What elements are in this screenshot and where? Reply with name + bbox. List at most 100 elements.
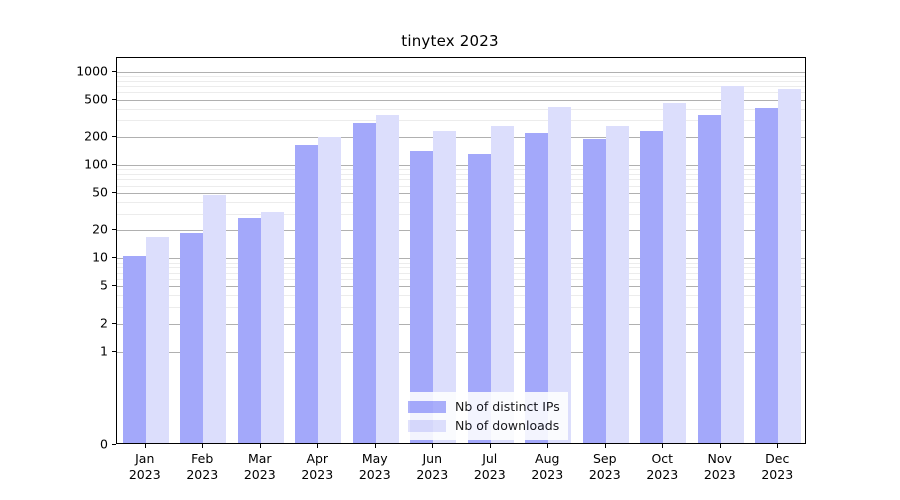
x-axis-tick-year: 2023 (416, 467, 449, 482)
x-axis-tick-month: Aug (535, 451, 560, 466)
y-axis-tick-mark (112, 163, 116, 165)
bar-downloads (433, 131, 457, 443)
bar-series-layer (117, 58, 805, 443)
legend-swatch-icon (408, 419, 446, 432)
gridline-major (117, 137, 805, 138)
x-axis-tick-label: Sep 2023 (589, 451, 621, 483)
gridline-major (117, 72, 805, 73)
x-axis-tick-mark (375, 444, 376, 448)
gridline-minor (117, 267, 805, 268)
y-axis-tick-label: 200 (84, 128, 108, 144)
gridline-major (117, 165, 805, 166)
y-axis-tick-label: 5 (100, 277, 108, 293)
x-axis-tick-label: Feb 2023 (186, 451, 218, 483)
bar-distinct-ips (467, 153, 491, 443)
x-axis-tick-year: 2023 (243, 467, 276, 482)
legend-label: Nb of downloads (455, 418, 560, 433)
x-axis-tick-year: 2023 (358, 467, 391, 482)
gridline-minor (117, 81, 805, 82)
x-axis-tick-mark (317, 444, 318, 448)
x-axis-tick-year: 2023 (703, 467, 736, 482)
bar-distinct-ips (180, 232, 204, 443)
x-axis-tick-label: Jul 2023 (474, 451, 506, 483)
gridline-minor (117, 279, 805, 280)
bar-downloads (260, 211, 284, 443)
y-axis-tick-labels: 0 1 2 5 10 20 50 100 200 500 1000 (52, 57, 108, 451)
y-axis-tick-mark (112, 70, 116, 72)
bar-downloads (490, 125, 514, 443)
gridline-major (117, 230, 805, 231)
bar-downloads (318, 136, 342, 443)
legend-label: Nb of distinct IPs (455, 399, 560, 414)
bar-distinct-ips (640, 131, 664, 443)
x-axis-tick-label: Jan 2023 (129, 451, 161, 483)
y-axis-tick-mark (112, 285, 116, 287)
x-axis-tick-month: Oct (651, 451, 674, 466)
x-axis-tick-mark (202, 444, 203, 448)
gridline-major (117, 352, 805, 353)
y-axis-tick-label: 2 (100, 315, 108, 331)
x-axis-tick-mark (777, 444, 778, 448)
x-axis-tick-year: 2023 (186, 467, 219, 482)
bar-downloads (145, 237, 169, 443)
y-axis-tick-mark (112, 229, 116, 231)
gridline-minor (117, 307, 805, 308)
x-axis-tick-year: 2023 (588, 467, 621, 482)
x-axis-tick-mark (260, 444, 261, 448)
gridline-minor (117, 273, 805, 274)
bar-downloads (605, 125, 629, 443)
y-axis-tick-label: 50 (92, 184, 108, 200)
x-axis-tick-year: 2023 (646, 467, 679, 482)
gridline-minor (117, 174, 805, 175)
y-axis-tick-label: 20 (92, 221, 108, 237)
x-axis-tick-month: Dec (765, 451, 790, 466)
y-axis-tick-mark (112, 192, 116, 194)
legend-swatch-icon (408, 400, 446, 413)
gridline-major (117, 258, 805, 259)
x-axis-tick-month: Mar (247, 451, 272, 466)
bar-distinct-ips (410, 150, 434, 443)
y-axis-tick-mark (112, 350, 116, 352)
x-axis-tick-label: Jun 2023 (416, 451, 448, 483)
x-axis-tick-label: Mar 2023 (244, 451, 276, 483)
x-axis-tick-year: 2023 (128, 467, 161, 482)
gridline-major (117, 100, 805, 101)
y-axis-tick-label: 1000 (76, 63, 108, 79)
x-axis-tick-month: Apr (306, 451, 329, 466)
y-axis-tick-mark (112, 257, 116, 259)
gridline-minor (117, 92, 805, 93)
chart-legend: Nb of distinct IPs Nb of downloads (401, 392, 568, 440)
x-axis-tick-month: Jun (422, 451, 443, 466)
x-axis-tick-month: May (361, 451, 388, 466)
x-axis-tick-mark (662, 444, 663, 448)
chart-title: tinytex 2023 (401, 32, 499, 50)
x-axis-tick-label: Aug 2023 (531, 451, 563, 483)
y-axis-tick-mark (112, 444, 116, 445)
y-axis-tick-mark (112, 322, 116, 324)
legend-item: Nb of downloads (408, 416, 560, 435)
gridline-minor (117, 202, 805, 203)
y-axis-tick-label: 500 (84, 91, 108, 107)
gridline-minor (117, 109, 805, 110)
x-axis-tick-label: Nov 2023 (704, 451, 736, 483)
x-axis-tick-label: Dec 2023 (761, 451, 793, 483)
x-axis-tick-mark (432, 444, 433, 448)
bar-downloads (720, 86, 744, 443)
y-axis-tick-label: 10 (92, 249, 108, 265)
gridline-minor (117, 214, 805, 215)
y-axis-tick-mark (112, 135, 116, 137)
x-axis-tick-month: Sep (592, 451, 617, 466)
x-axis-tick-year: 2023 (301, 467, 334, 482)
x-axis-tick-mark (720, 444, 721, 448)
x-axis-tick-mark (547, 444, 548, 448)
gridline-major (117, 324, 805, 325)
x-axis-tick-mark (145, 444, 146, 448)
gridline-minor (117, 76, 805, 77)
grid-lines (117, 58, 805, 443)
gridline-minor (117, 186, 805, 187)
bar-distinct-ips (122, 256, 146, 443)
x-axis-tick-label: Apr 2023 (301, 451, 333, 483)
y-axis-tick-label: 100 (84, 156, 108, 172)
bar-downloads (203, 195, 227, 443)
